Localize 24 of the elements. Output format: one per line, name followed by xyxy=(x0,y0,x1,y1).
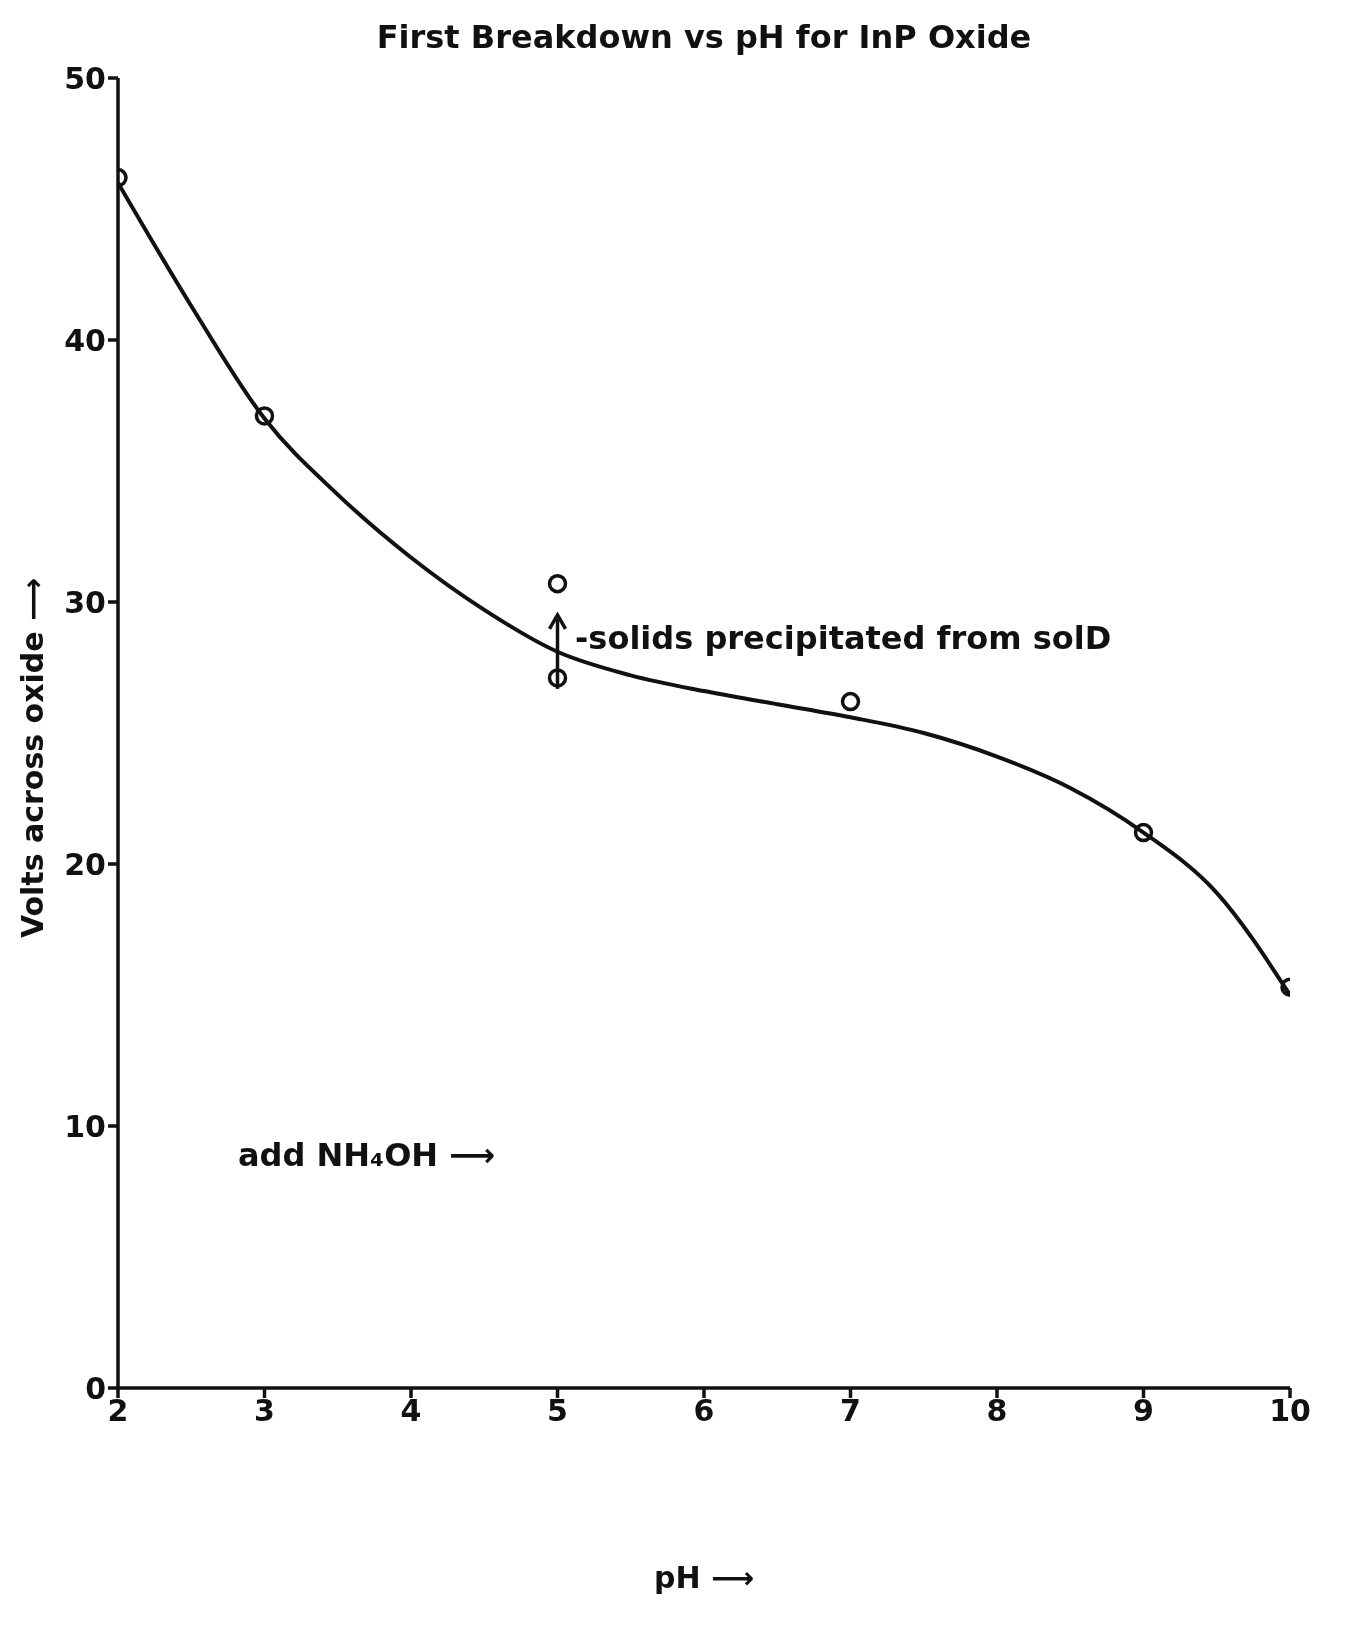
x-tick-label: 2 xyxy=(107,1393,129,1429)
chart-title: First Breakdown vs pH for InP Oxide xyxy=(376,18,1032,56)
point xyxy=(254,406,275,426)
y-tick-label: 30 xyxy=(64,584,106,620)
x-tick-label: 6 xyxy=(693,1393,715,1429)
x-tick-label: 9 xyxy=(1133,1393,1154,1429)
point xyxy=(840,691,861,712)
y-axis-title: Volts across oxide ⟶ xyxy=(15,577,50,939)
x-tick-label: 10 xyxy=(1269,1393,1311,1429)
y-tick-label: 0 xyxy=(85,1370,106,1406)
x-tick-label: 4 xyxy=(400,1393,422,1429)
y-tick-label: 50 xyxy=(64,60,106,96)
annotation: -solids precipitated from solD xyxy=(575,619,1112,658)
x-tick-label: 3 xyxy=(254,1393,275,1429)
annotation: add NH₄OH ⟶ xyxy=(238,1136,496,1174)
point xyxy=(547,668,568,688)
y-tick-label: 20 xyxy=(64,846,106,882)
x-axis-title: pH ⟶ xyxy=(653,1560,755,1595)
y-tick-label: 40 xyxy=(64,322,106,358)
x-tick-label: 7 xyxy=(840,1393,861,1429)
y-tick-label: 10 xyxy=(64,1108,106,1144)
x-tick-label: 5 xyxy=(547,1393,568,1429)
point xyxy=(547,573,568,594)
x-tick-label: 8 xyxy=(986,1393,1008,1429)
